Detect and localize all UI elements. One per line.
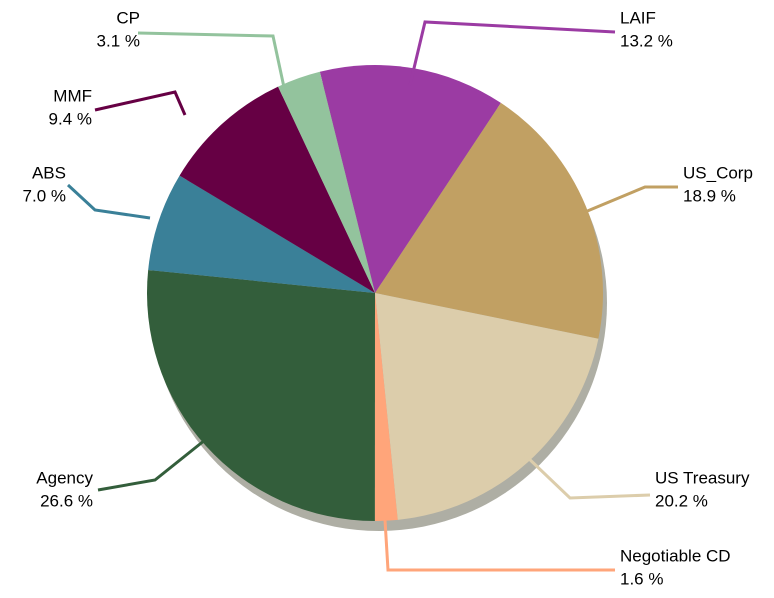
slice-label: US Treasury bbox=[655, 468, 750, 487]
leader-line bbox=[383, 519, 615, 572]
pie-slice bbox=[319, 64, 501, 293]
leader-line bbox=[97, 438, 206, 492]
slice-value-label: 1.6 % bbox=[620, 569, 663, 588]
slice-label: CP bbox=[116, 8, 140, 27]
slice-label: Agency bbox=[36, 468, 93, 487]
leader-line bbox=[408, 20, 616, 86]
pie-slice bbox=[375, 102, 603, 339]
slice-value-label: 3.1 % bbox=[97, 31, 140, 50]
slice-value-label: 20.2 % bbox=[655, 491, 708, 510]
pie-slice bbox=[179, 86, 375, 293]
slice-value-label: 7.0 % bbox=[23, 186, 66, 205]
slice-value-label: 26.6 % bbox=[40, 491, 93, 510]
leader-line bbox=[94, 90, 187, 116]
slice-label: Negotiable CD bbox=[620, 546, 731, 565]
slice-label: US_Corp bbox=[683, 163, 753, 182]
pie-slice bbox=[148, 175, 375, 293]
leader-line bbox=[584, 185, 678, 214]
slice-value-label: 13.2 % bbox=[620, 31, 673, 50]
pie-slice bbox=[147, 269, 375, 521]
slice-label: MMF bbox=[53, 86, 92, 105]
leader-line bbox=[137, 31, 287, 93]
slice-value-label: 18.9 % bbox=[683, 186, 736, 205]
pie-slice bbox=[374, 293, 398, 521]
slice-value-label: 9.4 % bbox=[49, 109, 92, 128]
leader-line bbox=[523, 453, 651, 500]
slice-label: ABS bbox=[32, 163, 66, 182]
leader-line bbox=[66, 183, 151, 220]
slice-label: LAIF bbox=[620, 8, 656, 27]
pie-slice bbox=[375, 293, 599, 520]
pie-slice bbox=[278, 71, 375, 293]
